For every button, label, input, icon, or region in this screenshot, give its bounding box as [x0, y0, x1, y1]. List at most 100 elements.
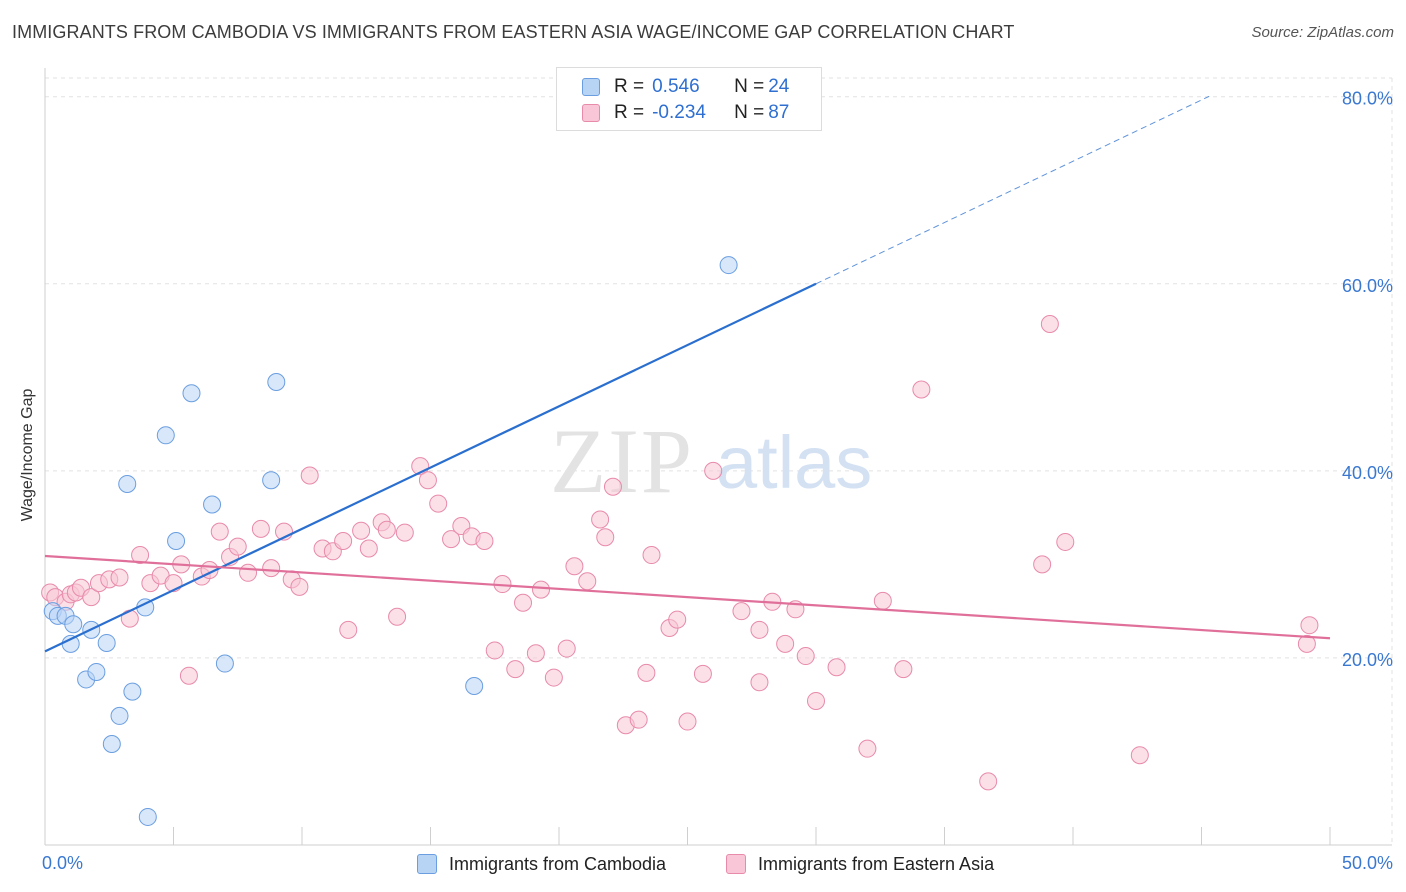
stats-swatch-cambodia [582, 78, 600, 96]
data-point-cambodia [97, 633, 116, 652]
data-point-eastern-asia [873, 591, 892, 610]
data-point-eastern-asia [526, 644, 545, 663]
y-tick-label: 20.0% [1342, 650, 1393, 670]
data-point-eastern-asia [827, 658, 846, 677]
data-point-eastern-asia [179, 666, 198, 685]
data-point-eastern-asia [565, 557, 584, 576]
data-point-eastern-asia [642, 546, 661, 565]
data-point-eastern-asia [596, 528, 615, 547]
chart-title: IMMIGRANTS FROM CAMBODIA VS IMMIGRANTS F… [12, 22, 1015, 42]
data-point-cambodia [262, 471, 281, 490]
data-point-eastern-asia [750, 620, 769, 639]
data-point-cambodia [156, 426, 175, 445]
data-point-eastern-asia [858, 739, 877, 758]
data-point-cambodia [267, 372, 286, 391]
x-tick-label: 0.0% [42, 853, 83, 873]
data-point-eastern-asia [704, 461, 723, 480]
data-point-eastern-asia [334, 532, 353, 551]
stats-n-label: N = [734, 102, 765, 123]
data-point-eastern-asia [544, 668, 563, 687]
data-point-cambodia [465, 676, 484, 695]
stats-swatch-eastern-asia [582, 104, 600, 122]
data-point-eastern-asia [290, 577, 309, 596]
x-tick-label: 50.0% [1342, 853, 1393, 873]
data-point-eastern-asia [210, 522, 229, 541]
data-point-eastern-asia [514, 593, 533, 612]
data-point-eastern-asia [629, 710, 648, 729]
data-point-cambodia [102, 734, 121, 753]
legend-swatch-eastern-asia [726, 854, 746, 874]
data-point-eastern-asia [359, 539, 378, 558]
data-point-eastern-asia [776, 634, 795, 653]
data-point-cambodia [167, 532, 186, 551]
watermark: ZIP atlas [550, 410, 872, 512]
data-point-eastern-asia [668, 610, 687, 629]
stats-r-value: 0.546 [652, 76, 700, 97]
stats-legend: R = 0.546 N = 24 R = -0.234 N = 87 [556, 67, 822, 131]
y-tick-label: 80.0% [1342, 89, 1393, 109]
data-point-eastern-asia [339, 620, 358, 639]
data-point-eastern-asia [429, 494, 448, 513]
stats-row-eastern-asia: R = -0.234 N = 87 [582, 101, 789, 125]
data-point-eastern-asia [1130, 746, 1149, 765]
data-point-eastern-asia [442, 530, 461, 549]
data-point-eastern-asia [388, 607, 407, 626]
stats-n-value: 87 [768, 102, 790, 123]
data-point-eastern-asia [1297, 634, 1316, 653]
trend-line-cambodia-extension [815, 95, 1210, 285]
legend-item-cambodia[interactable]: Immigrants from Cambodia [417, 852, 666, 876]
data-point-eastern-asia [732, 602, 751, 621]
data-point-eastern-asia [82, 588, 101, 607]
data-point-eastern-asia [1040, 315, 1059, 334]
data-point-eastern-asia [894, 660, 913, 679]
y-axis-label: Wage/Income Gap [19, 388, 36, 522]
data-point-eastern-asia [578, 572, 597, 591]
data-point-eastern-asia [693, 664, 712, 683]
data-point-eastern-asia [485, 641, 504, 660]
data-point-eastern-asia [475, 532, 494, 551]
data-point-eastern-asia [1033, 555, 1052, 574]
axis-layer [44, 68, 1392, 846]
points-layer [41, 256, 1319, 826]
data-point-eastern-asia [591, 510, 610, 529]
data-point-cambodia [118, 474, 137, 493]
label-layer: 20.0% 40.0% 60.0% 80.0% 0.0% 50.0% [42, 89, 1393, 873]
data-point-eastern-asia [912, 380, 931, 399]
data-point-cambodia [123, 682, 142, 701]
data-point-eastern-asia [228, 537, 247, 556]
data-point-eastern-asia [300, 466, 319, 485]
data-point-cambodia [215, 654, 234, 673]
data-point-eastern-asia [1300, 616, 1319, 635]
y-tick-label: 60.0% [1342, 276, 1393, 296]
data-point-eastern-asia [979, 772, 998, 791]
data-point-eastern-asia [807, 691, 825, 710]
stats-n-value: 24 [768, 76, 790, 97]
data-point-eastern-asia [678, 712, 697, 731]
data-point-eastern-asia [262, 559, 281, 578]
data-point-eastern-asia [110, 568, 129, 587]
trend-layer [44, 95, 1331, 653]
data-point-eastern-asia [239, 563, 258, 582]
trend-line-eastern-asia [44, 554, 1331, 640]
data-point-eastern-asia [796, 647, 815, 666]
watermark-zip: ZIP [550, 410, 694, 512]
data-point-cambodia [203, 495, 222, 514]
watermark-atlas: atlas [716, 421, 872, 504]
trend-line-cambodia [44, 282, 817, 653]
data-point-eastern-asia [131, 546, 150, 565]
stats-r-value: -0.234 [652, 102, 706, 123]
data-point-eastern-asia [418, 471, 437, 490]
data-point-eastern-asia [1056, 532, 1075, 551]
legend-item-eastern-asia[interactable]: Immigrants from Eastern Asia [726, 852, 994, 876]
data-point-eastern-asia [532, 580, 551, 599]
data-point-cambodia [110, 706, 129, 725]
data-point-eastern-asia [557, 639, 576, 658]
data-point-eastern-asia [750, 673, 769, 692]
legend-label-eastern-asia: Immigrants from Eastern Asia [758, 853, 995, 874]
stats-n-label: N = [734, 76, 765, 97]
data-point-eastern-asia [637, 663, 656, 682]
stats-row-cambodia: R = 0.546 N = 24 [582, 75, 789, 99]
stats-r-label: R = [614, 102, 645, 123]
data-point-cambodia [87, 662, 106, 681]
